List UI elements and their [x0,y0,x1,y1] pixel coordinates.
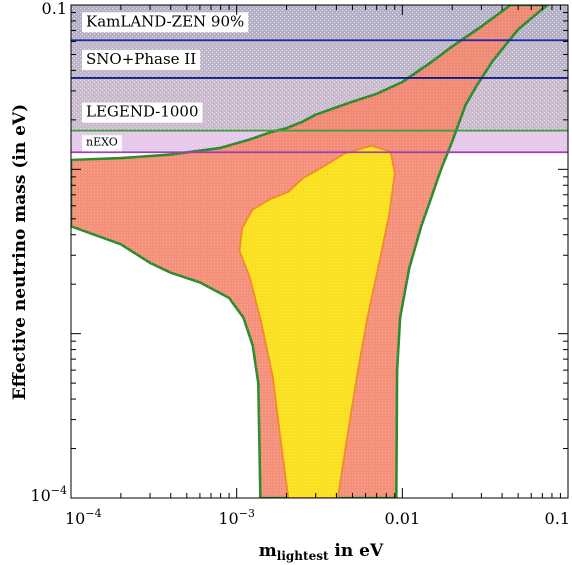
y-tick-label: 0.1 [42,0,67,18]
y-axis-title: Effective neutrino mass (in eV) [10,104,30,400]
plot-area [71,5,568,498]
band-label-box-sno-phase-ii [82,49,201,70]
band-labels: KamLAND-ZEN 90% SNO+Phase II LEGEND-1000 nE… [82,12,249,152]
band-label-kamland-zen-90: KamLAND-ZEN 90% [86,12,244,30]
band-label-sno-phase-ii: SNO+Phase II [86,50,196,68]
x-axis-title: mlightest in eV [259,541,384,563]
band-label-box-legend-1000 [82,102,203,123]
x-axis-title-subscript: lightest [277,549,329,563]
x-tick-label: 0.1 [545,509,570,528]
y-tick-label: 10−4 [30,484,67,505]
plot-frame [70,4,569,499]
x-tick-label: 10−3 [218,507,255,528]
x-axis-title-suffix: in eV [329,541,384,561]
x-tick-label: 10−4 [65,507,102,528]
x-tick-label: 0.01 [385,509,421,528]
x-axis-title-main: m [259,541,277,561]
region-normal-ordering-texture [239,145,395,498]
band-label-box-kamland-zen-90 [82,12,249,33]
band-label-legend-1000: LEGEND-1000 [86,103,199,121]
band-label-box-nexo [82,135,122,152]
band-label-nexo: nEXO [86,135,118,148]
ticks: 10−4 10−3 0.01 0.1 10−4 0.1 [30,0,570,528]
